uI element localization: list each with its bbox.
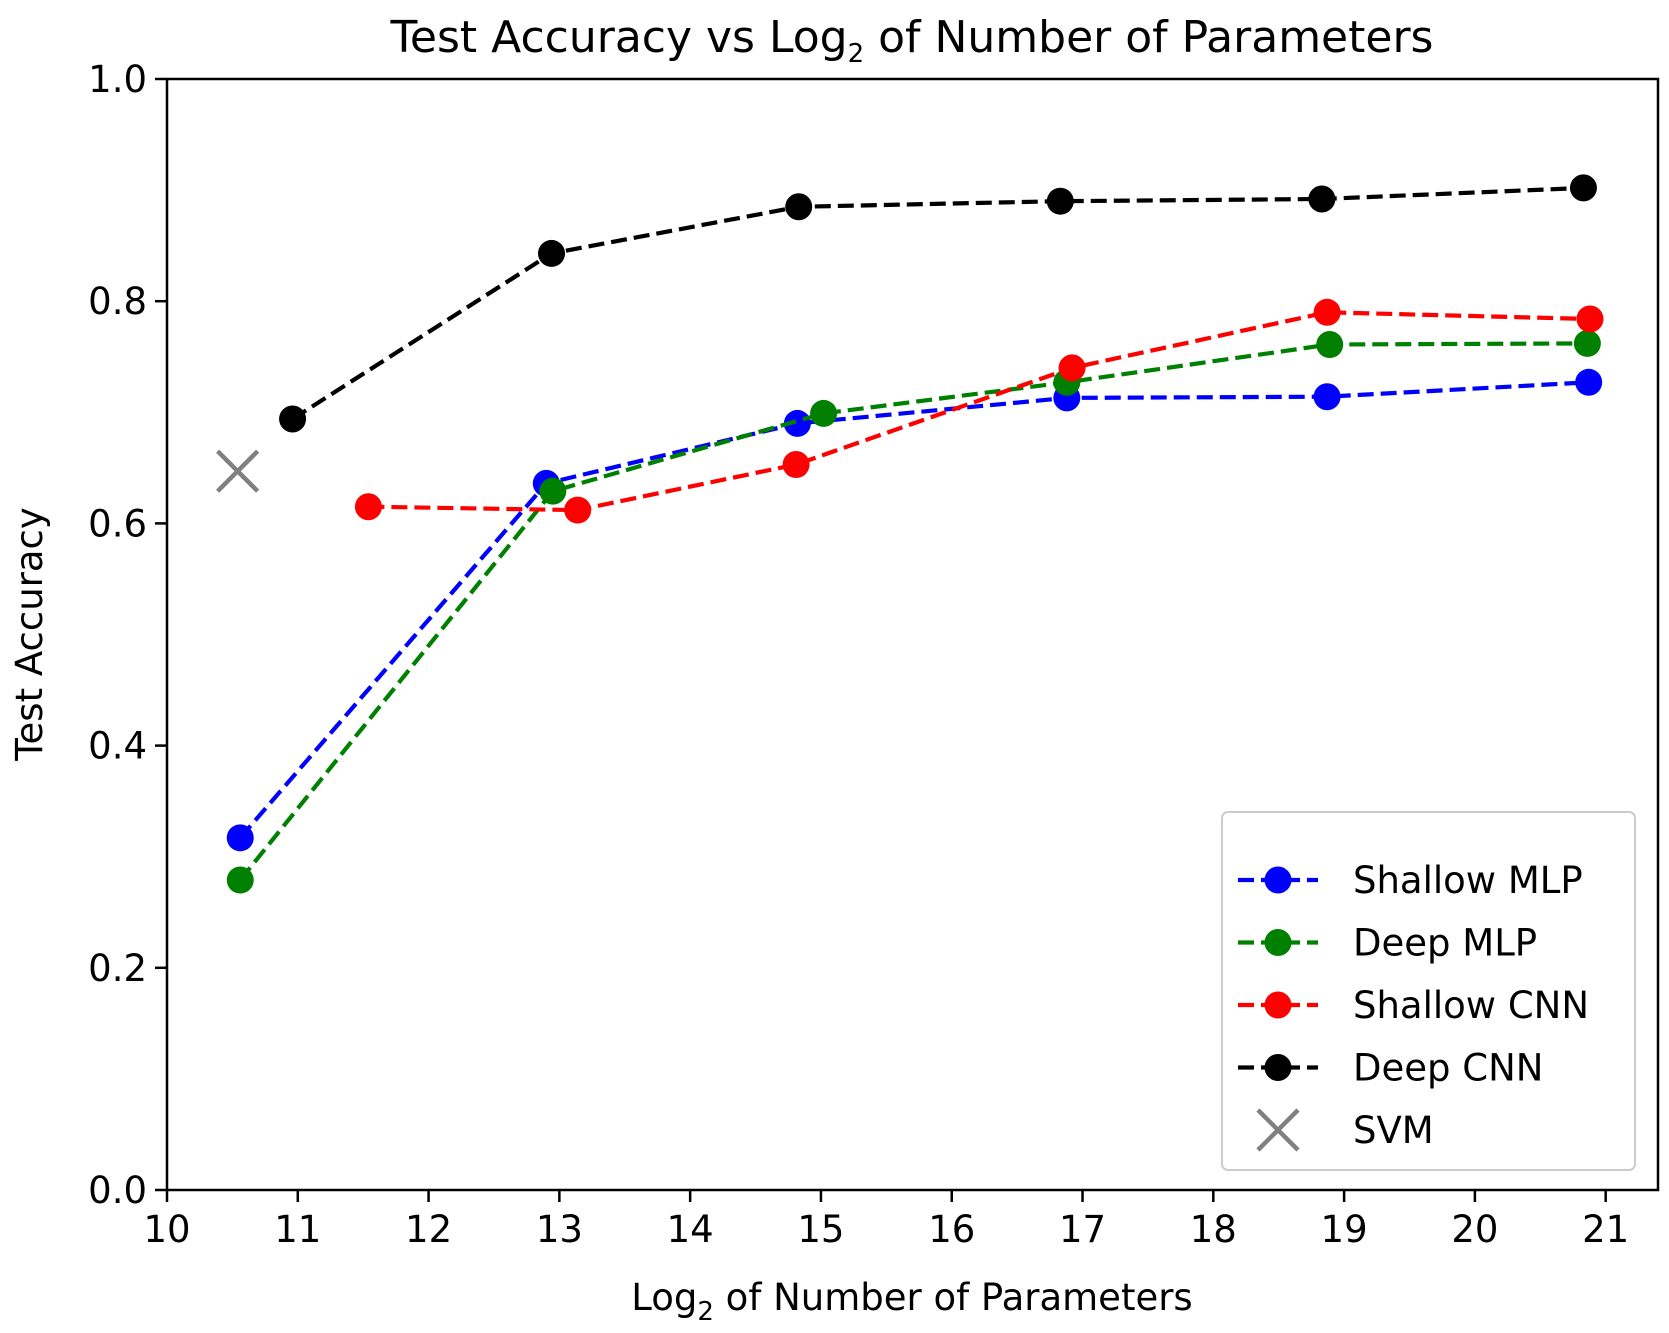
data-point — [782, 451, 810, 479]
x-tick-label: 20 — [1451, 1208, 1498, 1251]
legend-entry: Deep MLP — [1238, 922, 1537, 965]
chart-title: Test Accuracy vs Log2 of Number of Param… — [390, 12, 1434, 69]
y-axis-ticks: 0.0 0.2 0.4 0.6 0.8 1.0 — [88, 58, 167, 1212]
y-tick-label: 0.2 — [88, 947, 147, 990]
legend: Shallow MLP Deep MLP Shallow CNN Deep CNN SV… — [1221, 811, 1636, 1171]
data-point — [226, 866, 254, 894]
series-deep-cnn — [279, 174, 1597, 433]
data-point — [564, 496, 592, 524]
data-point — [1573, 329, 1601, 357]
x-tick-label: 21 — [1582, 1208, 1629, 1251]
y-tick-label: 0.0 — [88, 1169, 147, 1212]
data-point — [1058, 354, 1086, 382]
legend-label: Deep MLP — [1353, 922, 1537, 965]
legend-entry: Shallow MLP — [1238, 859, 1583, 902]
plot-frame — [165, 77, 1660, 1192]
legend-marker — [1264, 929, 1292, 956]
legend-label: Deep CNN — [1353, 1047, 1543, 1090]
series-line — [238, 341, 1588, 882]
data-point — [783, 409, 811, 437]
data-point — [785, 193, 813, 221]
series-deep-mlp — [226, 329, 1601, 894]
legend-label: Shallow MLP — [1353, 859, 1583, 902]
data-point — [538, 239, 566, 267]
data-point — [1313, 298, 1341, 326]
y-tick-label: 0.8 — [88, 280, 147, 323]
data-point — [226, 824, 254, 852]
legend-box — [1221, 811, 1636, 1171]
legend-entry: Deep CNN — [1238, 1047, 1543, 1090]
data-point — [1313, 383, 1341, 411]
x-tick-label: 16 — [928, 1208, 975, 1251]
legend-marker — [1264, 1054, 1292, 1081]
y-tick-label: 0.4 — [88, 725, 147, 768]
series-shallow-mlp — [226, 368, 1603, 852]
legend-entry: Shallow CNN — [1238, 984, 1589, 1027]
x-tick-label: 11 — [274, 1208, 321, 1251]
x-tick-label: 14 — [667, 1208, 714, 1251]
y-tick-label: 0.6 — [88, 502, 147, 545]
x-tick-label: 13 — [536, 1208, 583, 1251]
data-point — [1046, 187, 1074, 215]
legend-label: Shallow CNN — [1353, 984, 1589, 1027]
legend-marker-x — [1256, 1108, 1300, 1152]
data-point — [1575, 368, 1603, 396]
legend-marker — [1264, 991, 1292, 1019]
data-point — [810, 399, 838, 427]
data-point — [1316, 331, 1344, 359]
series-line — [291, 185, 1584, 421]
data-point — [1569, 174, 1597, 202]
series-svm — [216, 449, 260, 493]
data-point — [279, 405, 307, 433]
x-tick-label: 10 — [143, 1208, 190, 1251]
y-axis-title: Test Accuracy — [8, 507, 51, 762]
data-point — [1576, 305, 1604, 333]
x-tick-label: 19 — [1321, 1208, 1368, 1251]
data-point — [354, 493, 382, 521]
series-line — [238, 380, 1589, 840]
series-layer — [216, 174, 1604, 894]
legend-marker — [1264, 866, 1292, 894]
legend-entry: SVM — [1256, 1108, 1434, 1152]
series-shallow-cnn — [354, 298, 1604, 524]
y-tick-label: 1.0 — [88, 58, 147, 101]
x-axis-ticks: 10 11 12 13 14 15 16 17 18 19 20 21 — [143, 1190, 1629, 1251]
x-tick-label: 15 — [797, 1208, 844, 1251]
data-point-x — [216, 449, 260, 493]
series-line — [368, 310, 1591, 513]
data-point — [539, 477, 567, 505]
x-axis-title: Log2 of Number of Parameters — [631, 1276, 1192, 1327]
x-tick-label: 18 — [1190, 1208, 1237, 1251]
x-tick-label: 17 — [1059, 1208, 1106, 1251]
x-tick-label: 12 — [405, 1208, 452, 1251]
legend-label: SVM — [1353, 1109, 1434, 1152]
data-point — [1308, 185, 1336, 213]
